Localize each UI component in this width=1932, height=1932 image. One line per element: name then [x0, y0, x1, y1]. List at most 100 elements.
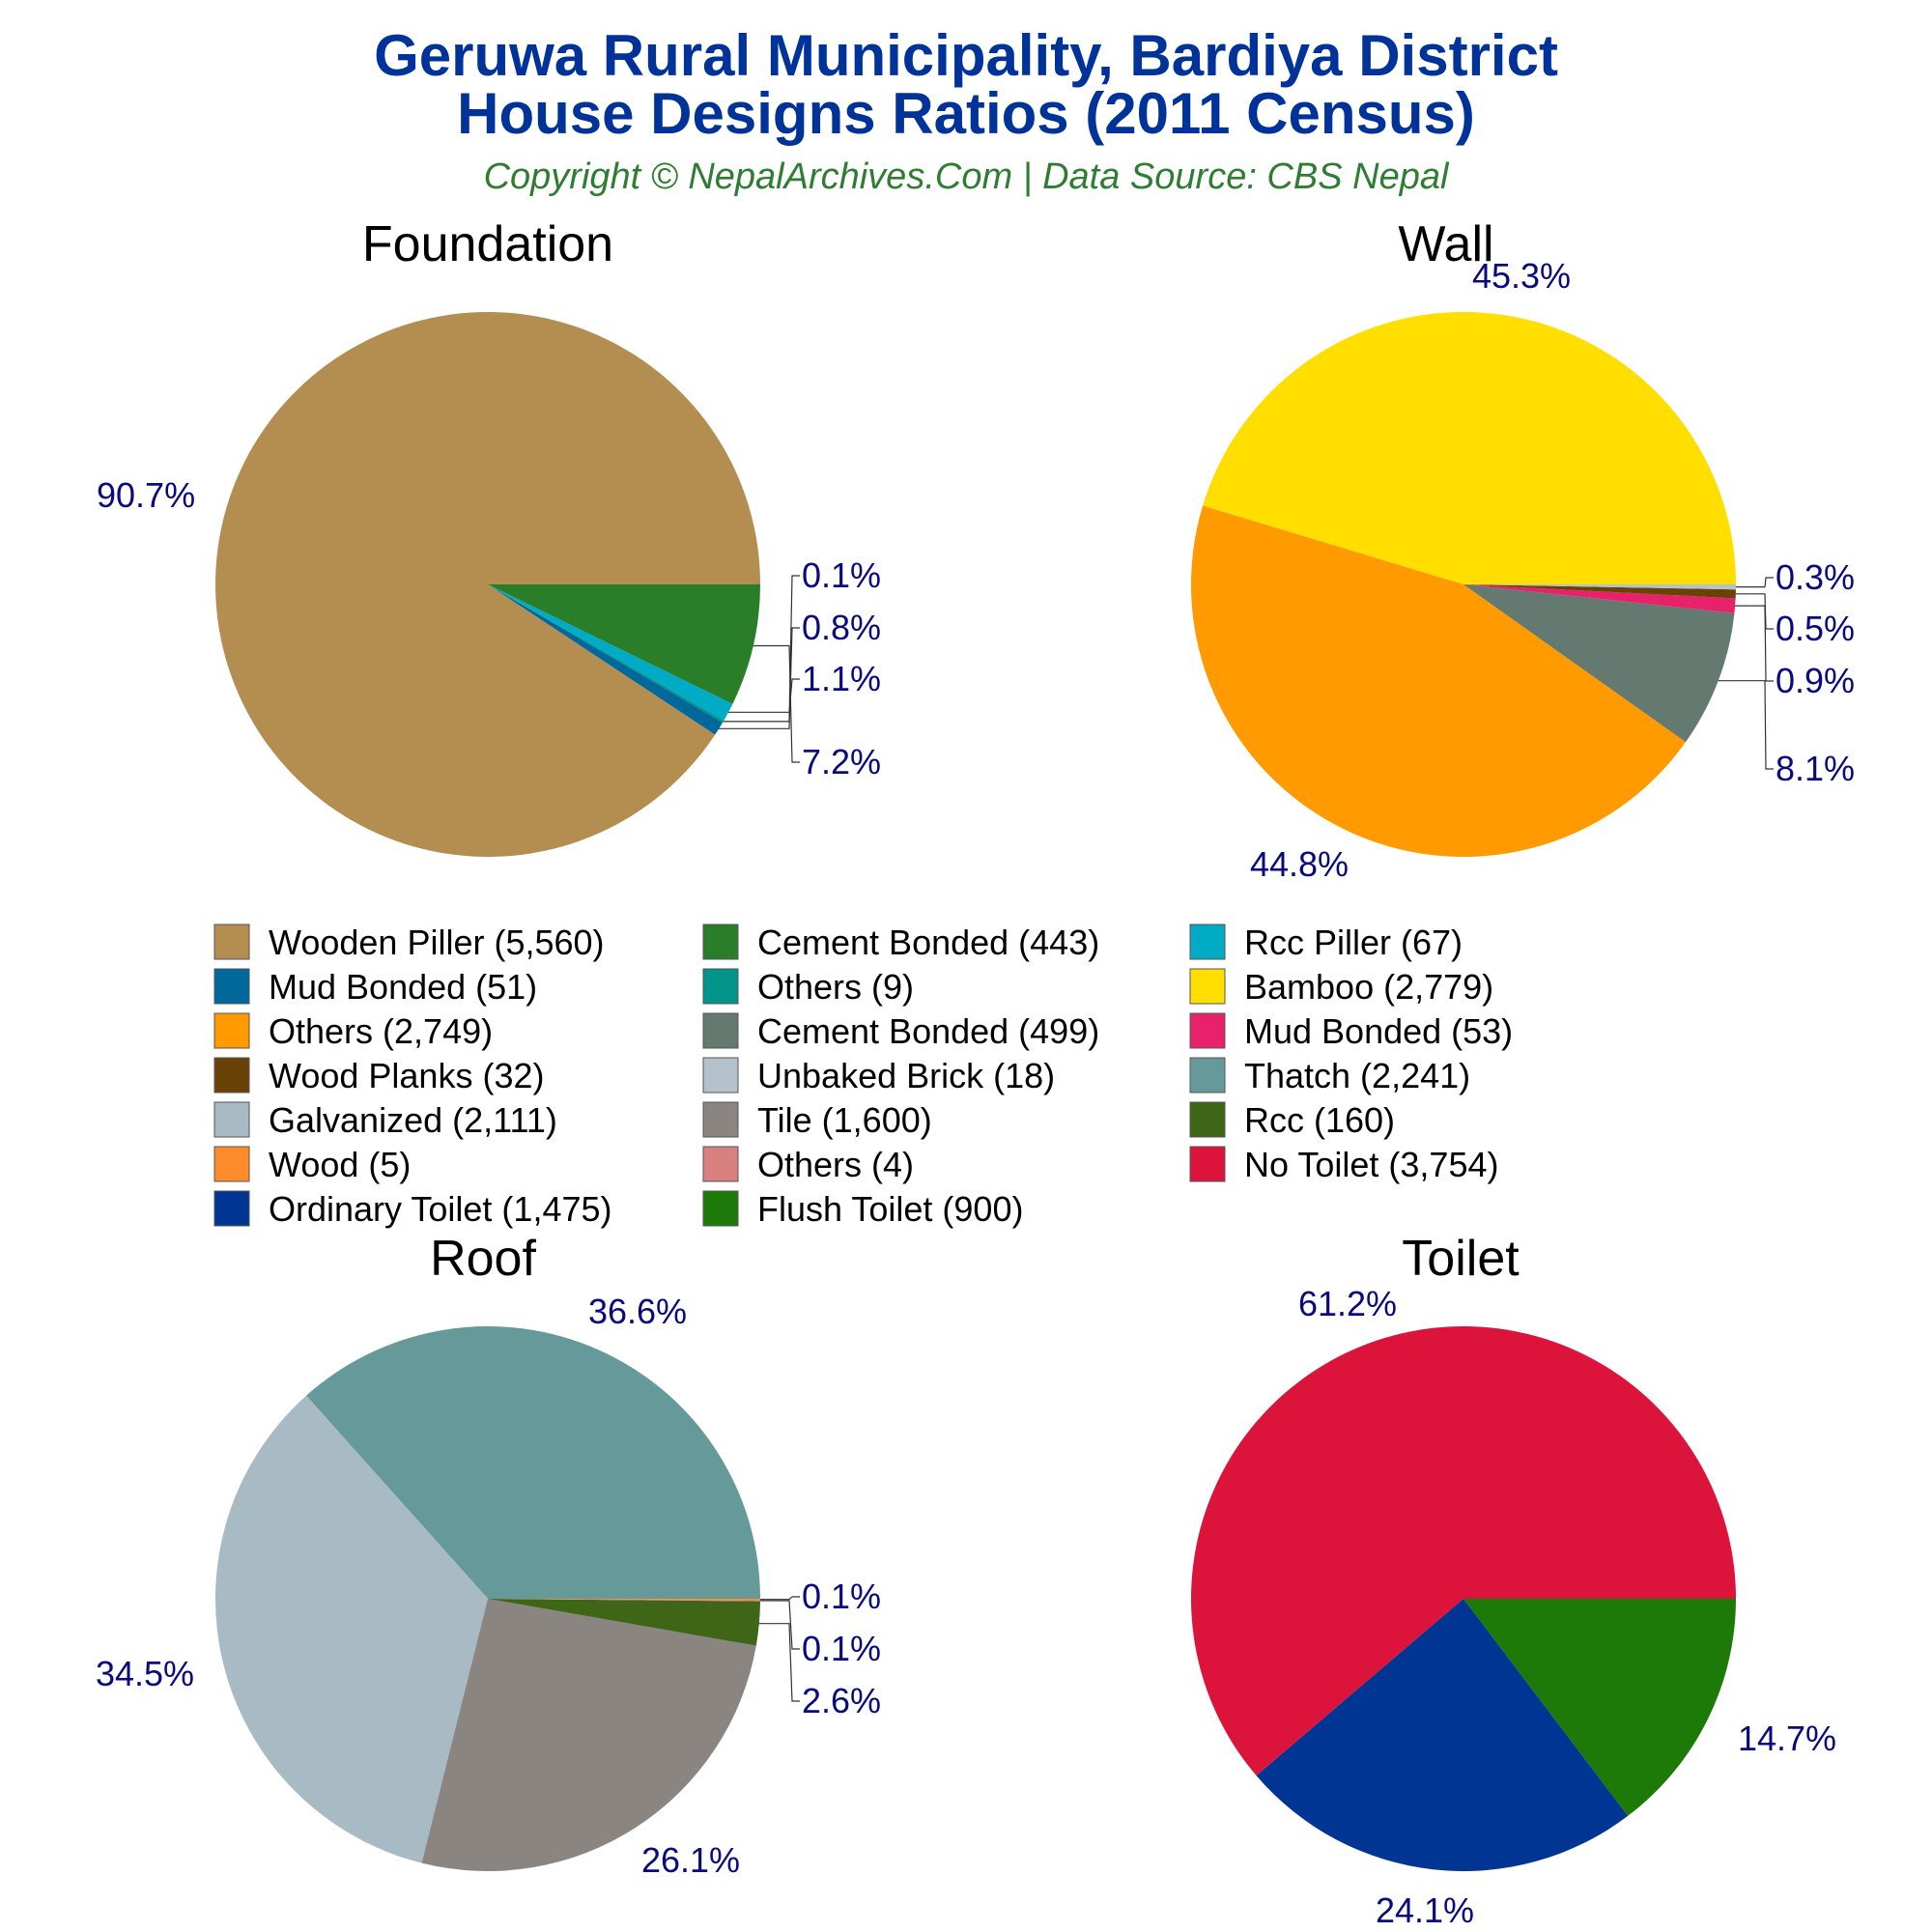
legend-item-wood-5: Wood (5) [213, 1145, 411, 1184]
pie-leader-line [723, 575, 800, 723]
pie-slice-rcc [488, 1599, 760, 1646]
legend-label: Flush Toilet (900) [757, 1189, 1023, 1229]
legend-item-others-4: Others (4) [702, 1145, 914, 1184]
legend-label: Mud Bonded (51) [269, 967, 537, 1007]
legend-label: Ordinary Toilet (1,475) [269, 1189, 612, 1229]
legend-item-tile-1-600: Tile (1,600) [702, 1100, 932, 1140]
pie-slice-cement-bonded [488, 584, 760, 704]
legend-item-ordinary-toilet-1-475: Ordinary Toilet (1,475) [213, 1189, 612, 1229]
legend-swatch [702, 1057, 739, 1094]
legend-swatch [1189, 1012, 1226, 1049]
pie-title: Wall [1398, 216, 1493, 272]
legend-label: Thatch (2,241) [1244, 1056, 1470, 1095]
legend-swatch [702, 1012, 739, 1049]
pie-pct-label: 90.7% [97, 475, 195, 515]
legend-item-cement-bonded-499: Cement Bonded (499) [702, 1011, 1099, 1051]
pie-pct-label: 0.1% [802, 1629, 881, 1668]
legend-label: Cement Bonded (499) [757, 1011, 1099, 1051]
pie-pct-label: 36.6% [588, 1292, 687, 1331]
legend-item-cement-bonded-443: Cement Bonded (443) [702, 923, 1099, 962]
legend-item-flush-toilet-900: Flush Toilet (900) [702, 1189, 1023, 1229]
chart-subtitle: Copyright © NepalArchives.Com | Data Sou… [484, 156, 1450, 197]
legend-swatch [1189, 1146, 1226, 1182]
pie-slice-mud-bonded [1463, 584, 1736, 613]
legend-swatch [213, 1146, 250, 1182]
pie-leader-line [1735, 593, 1774, 630]
legend-swatch [702, 1101, 739, 1138]
chart-title-line-1: Geruwa Rural Municipality, Bardiya Distr… [374, 23, 1558, 88]
legend-item-others-9: Others (9) [702, 967, 914, 1007]
pie-pct-label: 45.3% [1472, 256, 1571, 296]
legend-label: Cement Bonded (443) [757, 923, 1099, 962]
pie-pct-label: 0.9% [1776, 661, 1855, 700]
pie-pct-label: 2.6% [802, 1681, 881, 1720]
legend-label: Unbaked Brick (18) [757, 1056, 1055, 1095]
pie-title: Foundation [362, 216, 613, 272]
legend-swatch [1189, 1101, 1226, 1138]
pie-pct-label: 7.2% [802, 742, 881, 781]
legend-label: Others (4) [757, 1145, 914, 1184]
pie-pct-label: 61.2% [1298, 1284, 1397, 1323]
pie-slice-rcc-piller [488, 584, 733, 721]
pie-pct-label: 0.1% [802, 555, 881, 595]
pie-pct-label: 0.1% [802, 1577, 881, 1616]
pie-slice-tile [421, 1599, 756, 1871]
pie-slice-unbaked-brick [1463, 584, 1736, 590]
legend-label: Tile (1,600) [757, 1100, 932, 1140]
legend-item-no-toilet-3-754: No Toilet (3,754) [1189, 1145, 1498, 1184]
legend-item-wood-planks-32: Wood Planks (32) [213, 1056, 544, 1095]
legend-swatch [1189, 923, 1226, 960]
pie-pct-label: 14.7% [1738, 1719, 1836, 1758]
pie-pct-label: 8.1% [1776, 749, 1855, 788]
pie-pct-label: 24.1% [1376, 1890, 1474, 1930]
legend-swatch [702, 968, 739, 1005]
pie-pct-label: 0.5% [1776, 609, 1855, 648]
legend-item-galvanized-2-111: Galvanized (2,111) [213, 1100, 557, 1140]
pie-leader-line [1736, 577, 1774, 588]
pie-leader-line [760, 1596, 800, 1601]
legend-label: Galvanized (2,111) [269, 1100, 557, 1140]
legend-item-mud-bonded-53: Mud Bonded (53) [1189, 1011, 1513, 1051]
pie-slice-flush-toilet [1463, 1599, 1736, 1816]
pie-slice-others [1190, 505, 1686, 858]
pie-pct-label: 1.1% [802, 659, 881, 698]
legend-label: Wood Planks (32) [269, 1056, 544, 1095]
pie-slice-wood [488, 1599, 761, 1601]
legend-swatch [213, 1190, 250, 1227]
pie-title: Roof [430, 1231, 536, 1287]
pie-foundation: Foundation 90.7% 0.8% 0.1% 1.1% 7.2% [97, 216, 881, 857]
pie-slice-others [488, 1599, 760, 1602]
pie-slice-mud-bonded [488, 584, 724, 735]
pie-leader-line [1735, 605, 1774, 682]
legend-item-rcc-piller-67: Rcc Piller (67) [1189, 923, 1463, 962]
legend-swatch [213, 1012, 250, 1049]
legend-item-unbaked-brick-18: Unbaked Brick (18) [702, 1056, 1055, 1095]
legend-item-rcc-160: Rcc (160) [1189, 1100, 1395, 1140]
legend-item-wooden-piller-5-560: Wooden Piller (5,560) [213, 923, 605, 962]
legend-label: No Toilet (3,754) [1244, 1145, 1498, 1184]
chart-title-line-2: House Designs Ratios (2011 Census) [457, 81, 1475, 146]
legend-swatch [702, 1146, 739, 1182]
legend-item-thatch-2-241: Thatch (2,241) [1189, 1056, 1470, 1095]
legend-swatch [702, 923, 739, 960]
pie-pct-label: 44.8% [1250, 844, 1349, 884]
pie-roof: Roof 36.6% 34.5% 26.1% 2.6% 0.1% 0.1% [96, 1231, 881, 1880]
legend-label: Wood (5) [269, 1145, 411, 1184]
pie-pct-label: 34.5% [96, 1654, 194, 1693]
legend-item-mud-bonded-51: Mud Bonded (51) [213, 967, 537, 1007]
legend-swatch [702, 1190, 739, 1227]
legend-label: Mud Bonded (53) [1244, 1011, 1513, 1051]
pie-slice-ordinary-toilet [1256, 1599, 1629, 1872]
pie-leader-line [758, 1623, 800, 1702]
pie-leader-line [753, 644, 800, 763]
legend-swatch [1189, 1057, 1226, 1094]
pie-slice-wooden-piller [214, 311, 761, 857]
legend-label: Wooden Piller (5,560) [269, 923, 605, 962]
legend-swatch [213, 1057, 250, 1094]
legend-label: Bamboo (2,779) [1244, 967, 1493, 1007]
pie-leader-line [1718, 680, 1774, 770]
pie-slice-wood-planks [1463, 584, 1736, 599]
